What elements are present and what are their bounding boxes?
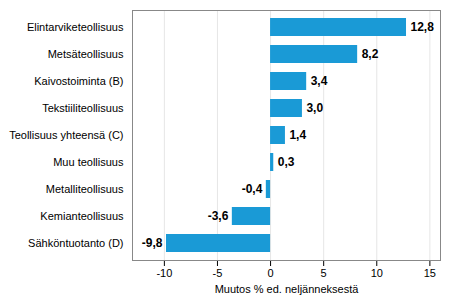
svg-text:3,4: 3,4 [311, 74, 328, 88]
svg-text:0,3: 0,3 [278, 155, 295, 169]
svg-text:Metsäteollisuus: Metsäteollisuus [48, 48, 124, 60]
svg-text:15: 15 [424, 267, 436, 279]
svg-text:-5: -5 [213, 267, 223, 279]
svg-text:5: 5 [321, 267, 327, 279]
svg-text:Muu teollisuus: Muu teollisuus [53, 156, 124, 168]
svg-text:Sähköntuotanto (D): Sähköntuotanto (D) [28, 237, 123, 249]
svg-text:Kemianteollisuus: Kemianteollisuus [40, 210, 124, 222]
svg-text:Tekstiiliteollisuus: Tekstiiliteollisuus [42, 102, 124, 114]
svg-text:-9,8: -9,8 [142, 236, 163, 250]
svg-text:-3,6: -3,6 [208, 209, 229, 223]
svg-text:10: 10 [371, 267, 383, 279]
svg-text:-10: -10 [156, 267, 172, 279]
svg-text:8,2: 8,2 [362, 47, 379, 61]
svg-text:Metalliteollisuus: Metalliteollisuus [46, 183, 124, 195]
svg-text:Kaivostoiminta (B): Kaivostoiminta (B) [34, 75, 123, 87]
svg-text:Teollisuus yhteensä (C): Teollisuus yhteensä (C) [9, 129, 123, 141]
svg-text:Elintarviketeollisuus: Elintarviketeollisuus [27, 21, 124, 33]
svg-text:1,4: 1,4 [289, 128, 306, 142]
svg-text:Muutos % ed. neljänneksestä: Muutos % ed. neljänneksestä [215, 283, 360, 295]
svg-text:-0,4: -0,4 [242, 182, 263, 196]
svg-text:12,8: 12,8 [411, 20, 435, 34]
svg-text:0: 0 [268, 267, 274, 279]
svg-text:3,0: 3,0 [306, 101, 323, 115]
